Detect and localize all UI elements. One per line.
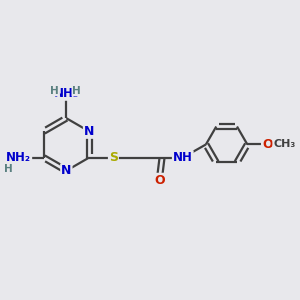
Text: N: N bbox=[61, 164, 71, 177]
Text: H: H bbox=[4, 164, 13, 174]
Text: N: N bbox=[84, 125, 94, 138]
Text: H: H bbox=[50, 85, 59, 96]
Text: CH₃: CH₃ bbox=[273, 140, 296, 149]
Text: NH₂: NH₂ bbox=[6, 151, 31, 164]
Text: NH₂: NH₂ bbox=[54, 87, 79, 100]
Text: H: H bbox=[73, 85, 81, 96]
Text: O: O bbox=[154, 174, 165, 187]
Text: NH: NH bbox=[173, 151, 193, 164]
Text: O: O bbox=[262, 138, 273, 151]
Text: S: S bbox=[109, 151, 118, 164]
